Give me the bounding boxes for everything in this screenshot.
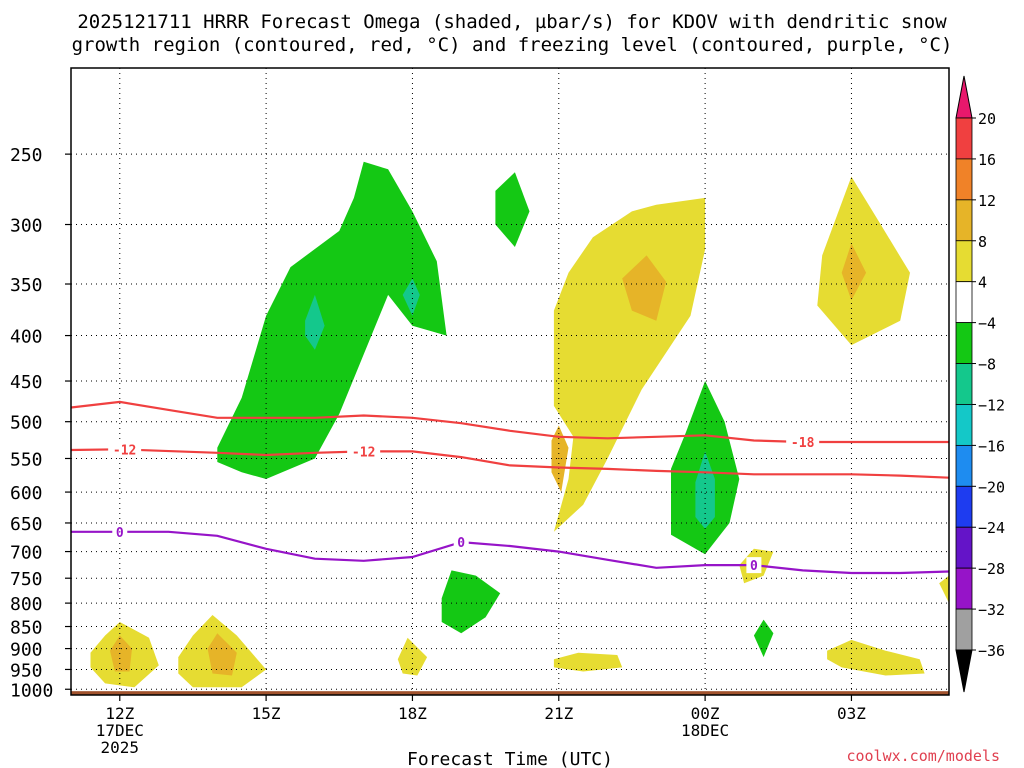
omega-region-o <box>939 575 949 604</box>
colorbar-bin-3 <box>955 199 973 242</box>
grid-lines <box>71 68 949 695</box>
omega-region-d <box>495 172 530 247</box>
colorbar-label-13: −36 <box>978 642 1005 660</box>
x-tick-label-18z: 18Z <box>398 704 427 723</box>
omega-region-n <box>753 619 774 658</box>
credit-link[interactable]: coolwx.com/models <box>846 747 1000 765</box>
y-tick-label-450: 450 <box>10 372 43 393</box>
freezing-label-1-bg <box>112 523 128 540</box>
y-tick-label-550: 550 <box>10 449 43 470</box>
y-tick-label-750: 750 <box>10 569 43 590</box>
y-tick-label-300: 300 <box>10 216 43 237</box>
colorbar-bin-4 <box>955 240 973 283</box>
colorbar-top-arrow <box>955 75 973 119</box>
omega-shading <box>90 161 949 688</box>
colorbar-label-6: −8 <box>978 356 996 374</box>
omega-region-c <box>402 278 420 316</box>
dgz-label-3: -18 <box>791 436 815 451</box>
colorbar-label-0: 20 <box>978 110 996 128</box>
colorbar-label-11: −28 <box>978 560 1005 578</box>
omega-region-e <box>553 197 706 532</box>
freezing-label-2-bg <box>453 534 469 551</box>
x-tick-label-00z-sub1: 18DEC <box>681 721 729 740</box>
colorbar-bin-10 <box>955 485 973 528</box>
x-tick-label-00z: 00Z <box>691 704 720 723</box>
colorbar-label-8: −16 <box>978 437 1005 455</box>
omega-region-u <box>553 652 623 672</box>
colorbar-bin-7 <box>955 363 973 405</box>
dgz-label-3-bg <box>786 433 820 450</box>
colorbar-bin-11 <box>955 526 973 569</box>
colorbar-bin-13 <box>955 608 973 651</box>
colorbar-bin-1 <box>955 117 973 160</box>
chart-title-line-2: growth region (contoured, red, °C) and f… <box>71 34 953 56</box>
dgz-label-1: -12 <box>113 443 136 458</box>
freezing-label-3: 0 <box>750 559 758 574</box>
colorbar-bin-12 <box>955 567 973 610</box>
omega-region-q <box>110 635 132 672</box>
x-tick-label-15z: 15Z <box>252 704 281 723</box>
x-tick-label-12z: 12Z <box>105 704 134 723</box>
omega-region-j <box>817 176 910 346</box>
freezing-level-contour <box>71 530 949 575</box>
y-tick-label-250: 250 <box>10 145 43 166</box>
colorbar-label-9: −20 <box>978 478 1005 496</box>
colorbar-bin-8 <box>955 404 973 446</box>
y-tick-label-400: 400 <box>10 327 43 348</box>
dgz-label-2-bg <box>347 443 381 460</box>
omega-region-v <box>827 639 925 676</box>
dgz-label-1-bg <box>108 441 142 458</box>
x-tick-label-12z-sub2: 2025 <box>101 738 140 757</box>
y-tick-label-850: 850 <box>10 618 43 639</box>
colorbar-bin-5 <box>955 281 973 324</box>
freezing-label-1: 0 <box>116 526 124 541</box>
omega-region-k <box>841 243 867 301</box>
y-tick-label-650: 650 <box>10 514 43 535</box>
colorbar-label-4: 4 <box>978 274 987 292</box>
x-axis-label: Forecast Time (UTC) <box>407 749 613 768</box>
colorbar-label-5: −4 <box>978 315 996 333</box>
dgz-label-2: -12 <box>352 445 375 460</box>
y-tick-label-1000: 1000 <box>10 680 53 701</box>
omega-region-a <box>217 161 447 480</box>
y-tick-label-950: 950 <box>10 660 43 681</box>
colorbar-label-7: −12 <box>978 396 1005 414</box>
omega-region-b <box>305 294 325 350</box>
freezing-label-2: 0 <box>457 536 465 551</box>
terrain-bar <box>71 691 949 695</box>
y-tick-label-900: 900 <box>10 640 43 661</box>
y-tick-label-800: 800 <box>10 594 43 615</box>
y-axis-ticks: 2503003504004505005506006507007508008509… <box>10 145 71 701</box>
contour-lines: -12 -12 -18 0 0 0 <box>71 400 949 575</box>
colorbar-label-2: 12 <box>978 192 996 210</box>
colorbar-bin-9 <box>955 444 973 487</box>
chart-title-line-1: 2025121711 HRRR Forecast Omega (shaded, … <box>77 11 947 33</box>
omega-region-g <box>551 425 569 493</box>
omega-region-i <box>695 451 715 529</box>
omega-region-l <box>441 570 501 634</box>
colorbar-bin-6 <box>955 322 973 364</box>
plot-frame <box>70 67 950 696</box>
colorbar-bin-2 <box>955 158 973 201</box>
omega-region-t <box>397 637 428 676</box>
omega-region-s <box>207 633 237 676</box>
omega-region-f <box>622 255 667 321</box>
dgz-contour-2 <box>71 448 949 479</box>
y-tick-label-350: 350 <box>10 275 43 296</box>
freezing-label-3-bg <box>746 557 762 574</box>
x-tick-label-12z-sub1: 17DEC <box>96 721 144 740</box>
colorbar-label-10: −24 <box>978 519 1005 537</box>
colorbar-label-12: −32 <box>978 601 1005 619</box>
colorbar-label-1: 16 <box>978 151 996 169</box>
y-tick-label-700: 700 <box>10 543 43 564</box>
colorbar-bottom-arrow <box>955 649 973 693</box>
x-tick-label-03z: 03Z <box>837 704 866 723</box>
x-tick-label-21z: 21Z <box>544 704 573 723</box>
colorbar-label-3: 8 <box>978 233 987 251</box>
colorbar: 20 16 12 8 4 −4 −8 −12 −16 −20 −24 −28 −32 −36 <box>955 75 1005 693</box>
y-tick-label-600: 600 <box>10 483 43 504</box>
y-tick-label-500: 500 <box>10 413 43 434</box>
